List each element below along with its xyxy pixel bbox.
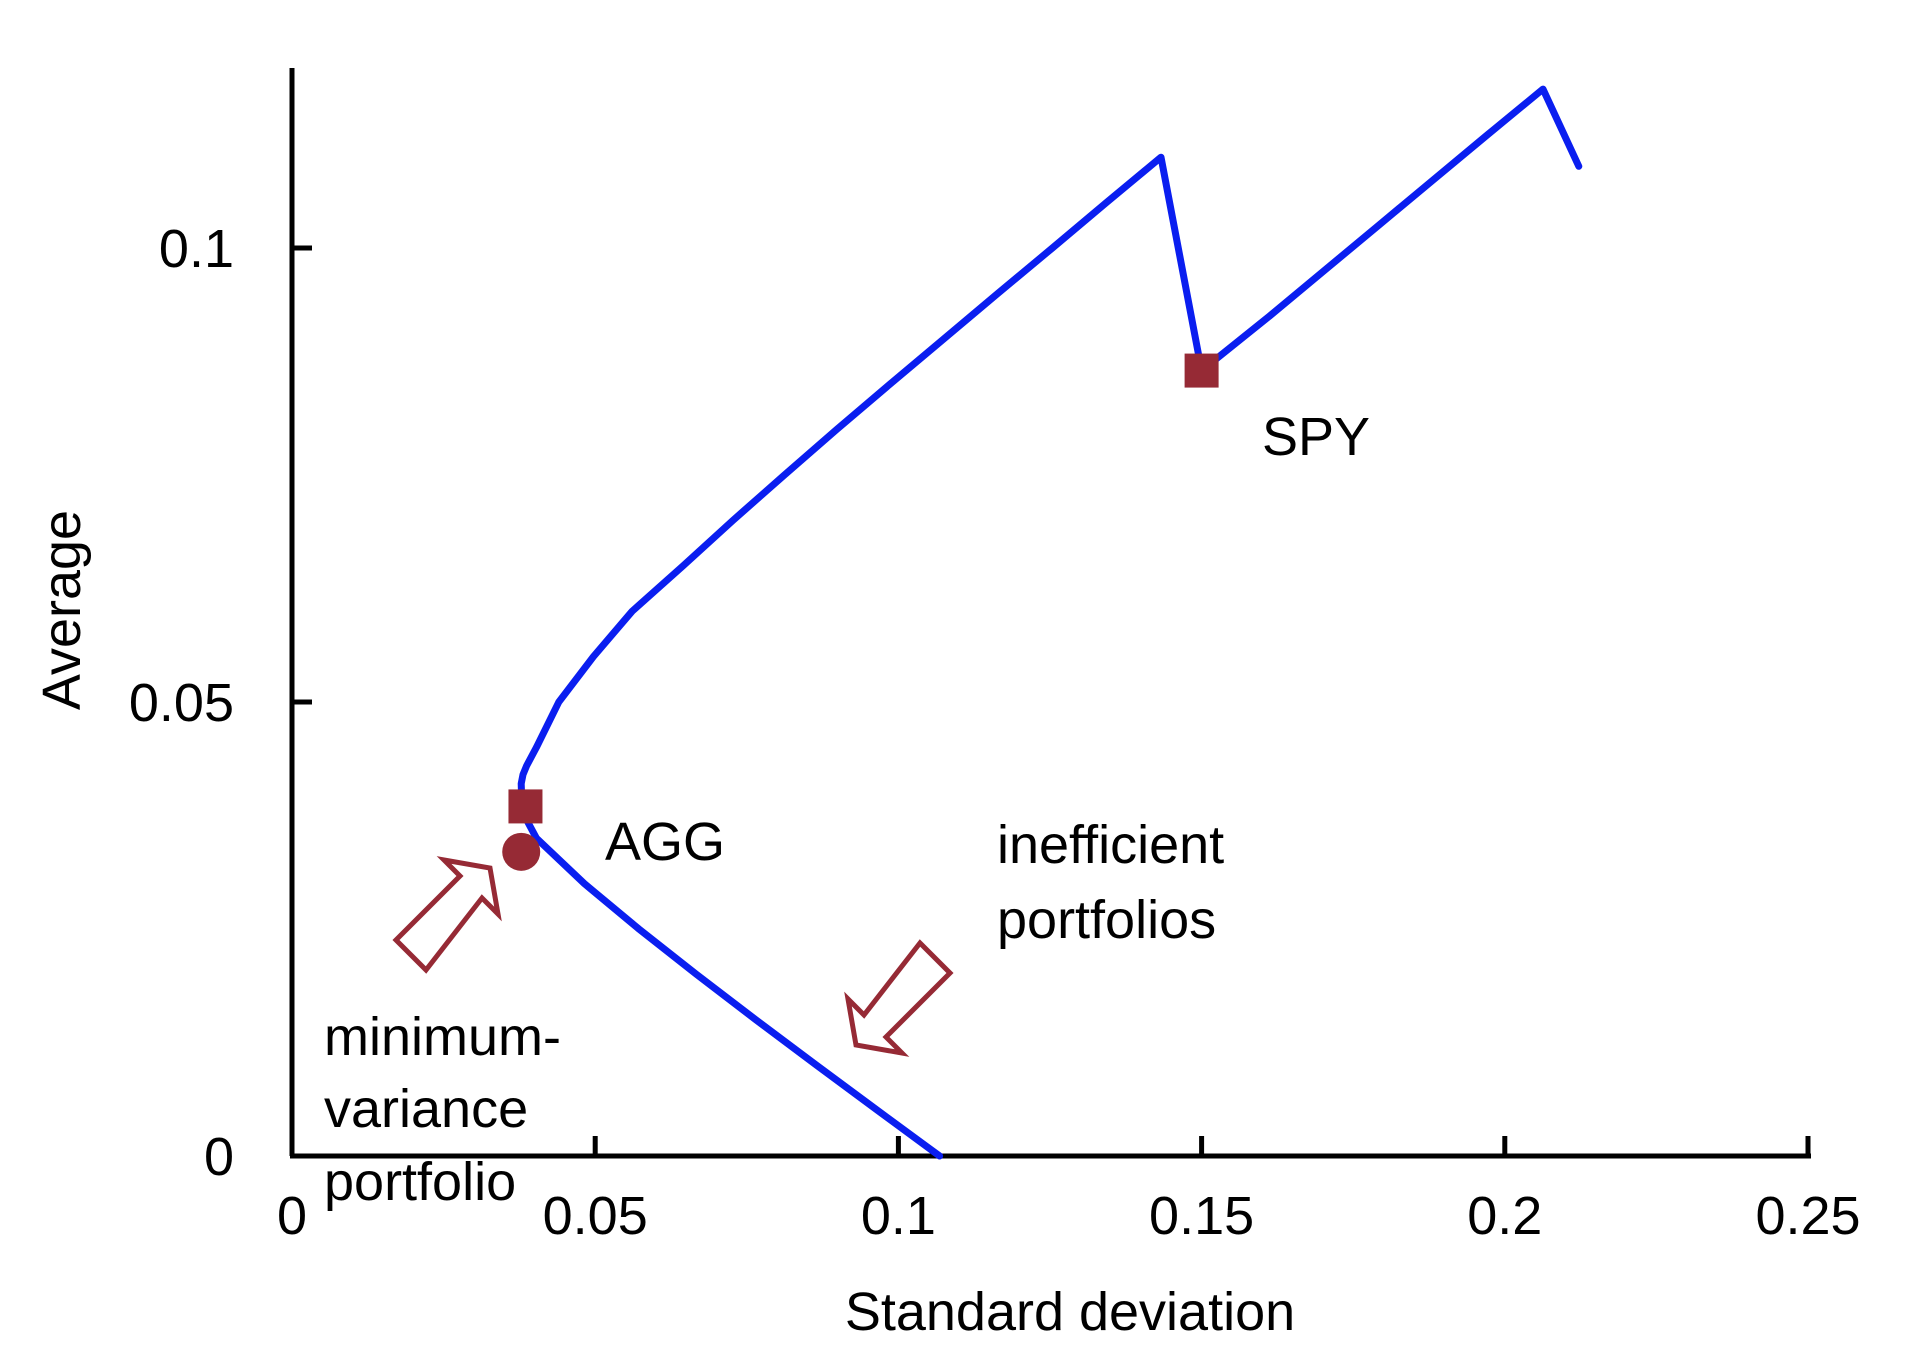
min-variance-point-marker xyxy=(502,832,541,871)
labels-layer: Standard deviation Average SPY AGG minim… xyxy=(32,407,1370,1342)
x-tick-label: 0 xyxy=(277,1186,307,1246)
y-tick-label: 0 xyxy=(204,1127,234,1187)
spy-label: SPY xyxy=(1262,407,1370,467)
agg-label: AGG xyxy=(605,812,725,872)
y-tick-label: 0.05 xyxy=(129,673,234,733)
spy-marker xyxy=(1184,353,1219,388)
inefficient-label-line-2: portfolios xyxy=(997,890,1216,950)
x-tick-label: 0.15 xyxy=(1149,1186,1254,1246)
arrow-up-right-icon xyxy=(392,856,502,974)
x-tick-label: 0.25 xyxy=(1755,1186,1860,1246)
x-axis-label: Standard deviation xyxy=(845,1282,1295,1342)
ticks: 0 0.05 0.1 0.15 0.2 0.25 0 0.05 0.1 xyxy=(129,219,1861,1246)
arrow-down-left-icon xyxy=(844,939,954,1057)
series-layer xyxy=(517,85,1583,1160)
y-tick-label: 0.1 xyxy=(159,219,234,279)
inefficient-label-line-1: inefficient xyxy=(997,815,1224,875)
agg-marker xyxy=(508,789,543,824)
x-tick-label: 0.05 xyxy=(543,1186,648,1246)
x-tick-label: 0.1 xyxy=(861,1186,936,1246)
min-variance-label-line-2: variance xyxy=(324,1079,528,1139)
arrows-layer xyxy=(392,856,954,1057)
markers-layer xyxy=(502,353,1219,871)
y-axis-label: Average xyxy=(32,510,92,710)
x-tick-label: 0.2 xyxy=(1467,1186,1542,1246)
min-variance-label-line-1: minimum- xyxy=(324,1007,561,1067)
efficient-frontier-line xyxy=(517,85,1583,1160)
min-variance-label-line-3: portfolio xyxy=(324,1152,516,1212)
axes xyxy=(289,68,1811,1159)
